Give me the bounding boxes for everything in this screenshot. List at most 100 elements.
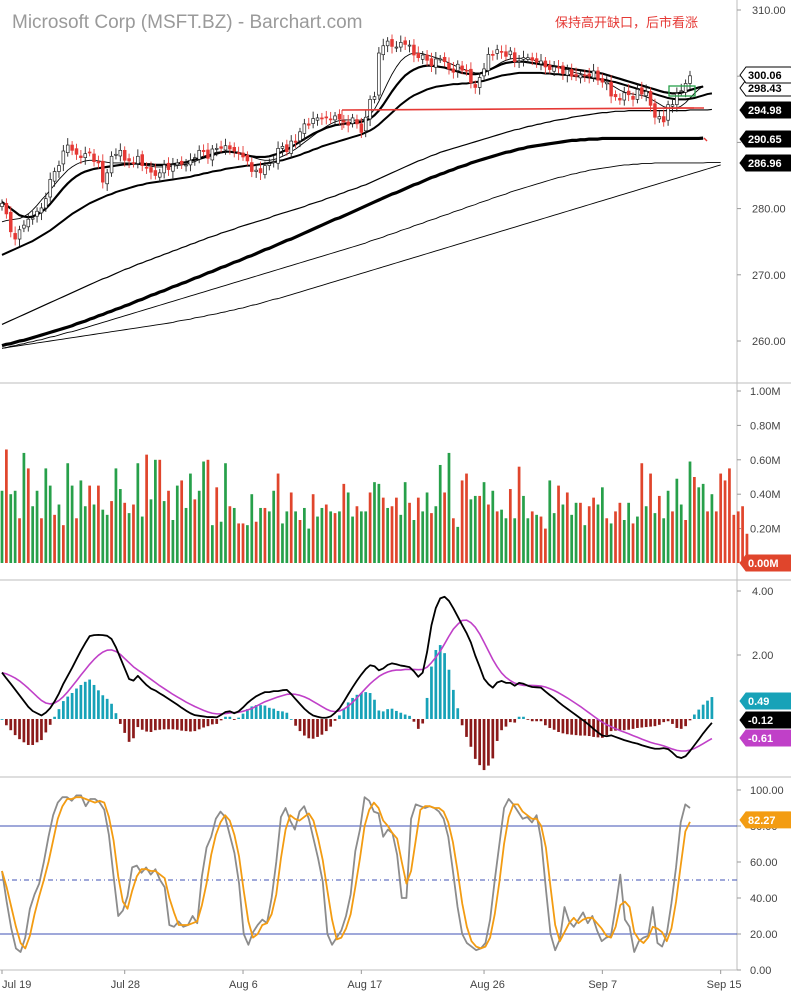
candle-body [661, 116, 666, 123]
candle-body [223, 145, 228, 151]
candle-body [372, 96, 377, 100]
candle-body [447, 62, 451, 70]
macd-histogram-bar [307, 719, 311, 739]
volume-bar [70, 485, 74, 563]
macd-histogram-bar [140, 719, 144, 730]
volume-bar [469, 499, 473, 563]
volume-bar [697, 487, 701, 563]
volume-bar [210, 525, 214, 563]
volume-bar [605, 518, 609, 563]
stoch-k-line [1, 794, 691, 953]
candle-body [477, 77, 482, 88]
candle-body [622, 92, 627, 101]
macd-histogram-bar [469, 719, 473, 747]
candle-body [276, 148, 280, 164]
price-tag-294-98-text: 294.98 [748, 105, 782, 117]
macd-histogram-bar [447, 669, 451, 719]
macd-histogram-bar [644, 719, 648, 728]
candle-body [285, 144, 289, 153]
macd-histogram-bar [399, 712, 403, 719]
volume-bar [381, 497, 385, 563]
macd-histogram-bar [504, 719, 508, 727]
price-tag-290-65-text: 290.65 [748, 134, 782, 146]
date-tick-label: Aug 6 [229, 979, 258, 991]
volume-bar [644, 506, 648, 563]
candle-body [451, 68, 456, 73]
macd-histogram-bar [53, 716, 56, 719]
volume-bar [574, 502, 578, 563]
candle-body [552, 66, 556, 72]
gap-highlight-box [668, 85, 696, 97]
candle-body [530, 57, 534, 61]
stoch-value-tag: 82.27 [739, 811, 791, 829]
volume-bar [311, 494, 315, 563]
date-tick-label: Sep 15 [707, 979, 742, 991]
price-panel: 310.00300.00290.00280.00270.00260.00Micr… [0, 5, 791, 349]
candle-body [526, 57, 530, 60]
volume-bar [267, 511, 271, 563]
candle-body [122, 149, 127, 161]
candle-body [140, 154, 144, 166]
candle-body [591, 70, 596, 79]
candle-body [359, 123, 364, 133]
volume-bar [123, 502, 127, 563]
volume-bar [706, 511, 709, 563]
volume-bar [425, 492, 429, 563]
candle-body [153, 170, 158, 176]
volume-bar [307, 528, 311, 563]
candle-body [271, 161, 276, 163]
candle-body [508, 50, 513, 56]
candle-body [412, 44, 416, 56]
volume-bar [535, 514, 538, 563]
volume-bar [101, 509, 105, 563]
price-tag-286-96-text: 286.96 [748, 158, 782, 170]
macd-histogram-bar [377, 710, 381, 719]
annotation-red-tail [703, 137, 708, 142]
candle-body [184, 164, 188, 167]
macd-histogram-bar [675, 719, 679, 728]
macd-histogram-bar [311, 719, 315, 739]
candle-body [543, 60, 548, 68]
candle-body [324, 116, 329, 119]
macd-histogram-bar [460, 719, 464, 726]
macd-line [1, 595, 713, 759]
candle-body [648, 91, 653, 106]
candle-body [425, 54, 429, 61]
volume-bar [561, 504, 565, 563]
candle-body [302, 123, 307, 134]
macd-histogram-bar [596, 719, 600, 738]
macd-histogram-bar [587, 719, 591, 737]
macd-histogram-bar [526, 719, 530, 720]
volume-bar [565, 492, 569, 563]
volume-bar [342, 483, 346, 563]
macd-histogram-bar [75, 688, 78, 719]
candle-body [144, 166, 149, 169]
volume-bar [618, 502, 622, 563]
volume-bar [671, 511, 674, 563]
candle-body [600, 78, 605, 83]
macd-histogram-bar [600, 719, 604, 738]
macd-histogram-bar [197, 719, 201, 730]
macd-histogram-bar [561, 719, 565, 734]
candle-body [35, 210, 39, 217]
volume-bar [193, 499, 197, 563]
volume-bar [346, 492, 350, 563]
candle-body [644, 91, 648, 97]
stoch-value-tag-text: 82.27 [748, 815, 776, 827]
volume-bar [487, 504, 490, 563]
candle-body [464, 69, 469, 72]
volume-bar [465, 473, 468, 563]
volume-bar [675, 478, 679, 563]
stoch-tick-label: 100.00 [750, 785, 784, 797]
volume-bar [259, 507, 262, 563]
macd-histogram-bar [684, 719, 687, 727]
price-ma-b-line [1, 71, 713, 256]
macd-histogram-bar [215, 719, 219, 724]
macd-histogram-bar [679, 719, 683, 729]
macd-histogram-bar [0, 719, 4, 720]
volume-bar [548, 480, 552, 563]
volume-bar [434, 506, 438, 563]
macd-histogram-bar [535, 719, 538, 722]
volume-bar [526, 518, 530, 563]
volume-bar [48, 485, 52, 563]
